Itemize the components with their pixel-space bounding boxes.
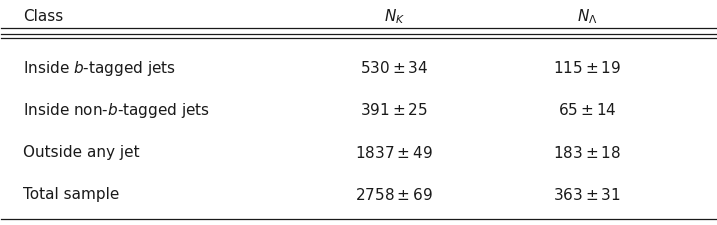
Text: $1837 \pm 49$: $1837 \pm 49$ [356,144,433,160]
Text: $N_K$: $N_K$ [384,8,405,26]
Text: Inside non-$b$-tagged jets: Inside non-$b$-tagged jets [23,101,210,120]
Text: $391 \pm 25$: $391 \pm 25$ [360,102,428,118]
Text: Inside $b$-tagged jets: Inside $b$-tagged jets [23,58,176,78]
Text: $N_{\Lambda}$: $N_{\Lambda}$ [576,8,597,26]
Text: Class: Class [23,9,63,25]
Text: $65 \pm 14$: $65 \pm 14$ [558,102,617,118]
Text: $2758 \pm 69$: $2758 \pm 69$ [356,187,433,203]
Text: $363 \pm 31$: $363 \pm 31$ [553,187,621,203]
Text: $115 \pm 19$: $115 \pm 19$ [553,60,621,76]
Text: Outside any jet: Outside any jet [23,145,139,160]
Text: $183 \pm 18$: $183 \pm 18$ [553,144,621,160]
Text: Total sample: Total sample [23,187,119,202]
Text: $530 \pm 34$: $530 \pm 34$ [360,60,428,76]
